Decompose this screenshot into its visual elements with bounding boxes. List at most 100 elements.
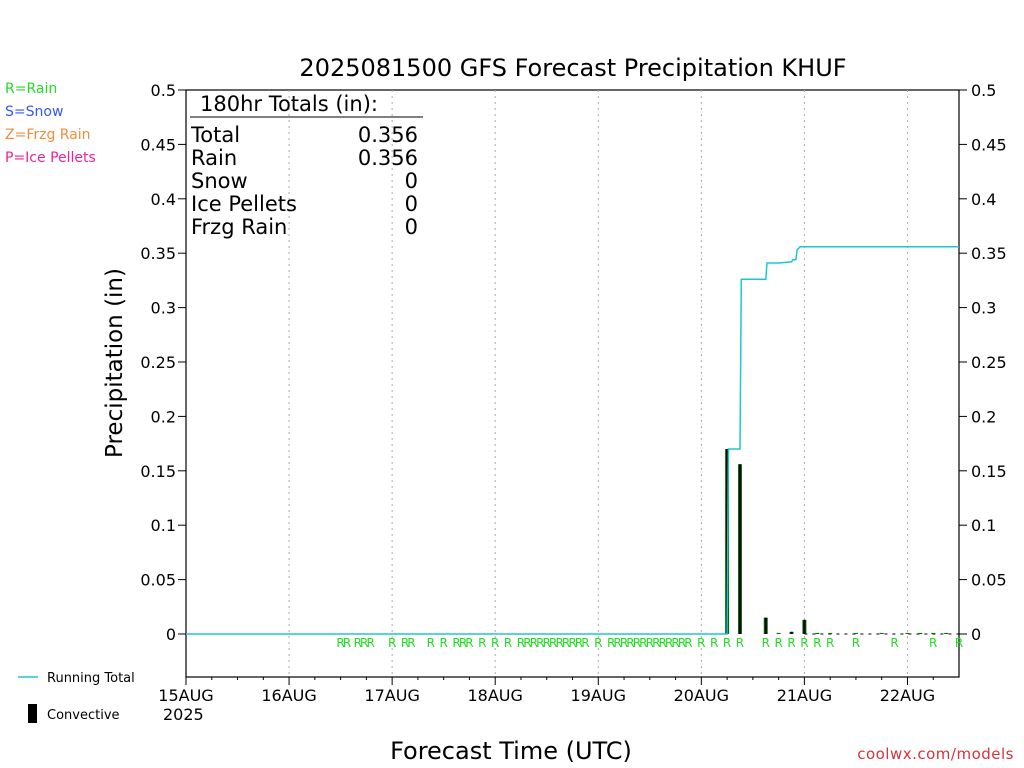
ptype-marker-rain: R xyxy=(536,636,544,650)
totals-row-value: 0 xyxy=(405,192,418,216)
ptype-marker-rain: R xyxy=(955,636,963,650)
ptype-marker-rain: R xyxy=(530,636,538,650)
ptype-marker-rain: R xyxy=(646,636,654,650)
y-tick-label-right: 0.05 xyxy=(971,571,1007,590)
x-tick-label: 21AUG xyxy=(777,686,832,705)
ptype-marker-rain: R xyxy=(562,636,570,650)
precip-bar xyxy=(815,632,820,634)
ptype-marker-rain: R xyxy=(452,636,460,650)
totals-row-label: Ice Pellets xyxy=(191,192,297,216)
y-tick-label-left: 0.45 xyxy=(140,135,176,154)
ptype-marker-rain: R xyxy=(613,636,621,650)
ptype-marker-rain: R xyxy=(723,636,731,650)
ptype-marker-rain: R xyxy=(684,636,692,650)
y-tick-label-left: 0.15 xyxy=(140,462,176,481)
ptype-marker-rain: R xyxy=(852,636,860,650)
ptype-marker-rain: R xyxy=(607,636,615,650)
x-tick-label: 17AUG xyxy=(364,686,419,705)
precip-bar xyxy=(776,632,781,634)
running-total-legend-label: Running Total xyxy=(47,671,135,686)
convective-bar xyxy=(764,617,767,634)
x-tick-label: 19AUG xyxy=(571,686,626,705)
ptype-marker-rain: R xyxy=(774,636,782,650)
y-tick-label-right: 0.45 xyxy=(971,135,1007,154)
convective-bar xyxy=(738,464,741,634)
precip-bar xyxy=(853,632,858,634)
y-axis-left: 0 0.05 0.1 0.15 0.2 0.25 0.3 0.35 0.4 0.45 0.5 xyxy=(140,81,186,644)
ptype-marker-rain: R xyxy=(439,636,447,650)
totals-row-label: Frzg Rain xyxy=(191,215,287,239)
ptype-marker-rain: R xyxy=(671,636,679,650)
ptype-marker-rain: R xyxy=(354,636,362,650)
y-tick-label-right: 0.4 xyxy=(971,190,996,209)
y-tick-label-left: 0.4 xyxy=(151,190,176,209)
y-tick-label-left: 0.25 xyxy=(140,353,176,372)
convective-bar xyxy=(803,619,806,634)
ptype-marker-rain: R xyxy=(678,636,686,650)
totals-row-label: Total xyxy=(190,123,240,147)
precip-bar xyxy=(918,632,923,634)
ptype-marker-rain: R xyxy=(665,636,673,650)
chart-title: 2025081500 GFS Forecast Precipitation KH… xyxy=(299,54,846,82)
x-tick-label: 16AUG xyxy=(261,686,316,705)
site-credit: coolwx.com/models xyxy=(857,745,1014,763)
y-tick-label-left: 0.05 xyxy=(140,571,176,590)
ptype-marker-rain: R xyxy=(478,636,486,650)
ptype-marker-rain: R xyxy=(491,636,499,650)
y-tick-label-left: 0.3 xyxy=(151,299,176,318)
totals-box: 180hr Totals (in): Total 0.356 Rain 0.356 Sn… xyxy=(190,92,423,239)
y-tick-label-left: 0.35 xyxy=(140,244,176,263)
ptype-legend-frzg-rain: Z=Frzg Rain xyxy=(5,127,91,143)
y-axis-label: Precipitation (in) xyxy=(102,268,128,458)
ptype-marker-rain: R xyxy=(626,636,634,650)
ptype-marker-rain: R xyxy=(710,636,718,650)
y-tick-label-right: 0.25 xyxy=(971,353,1007,372)
y-tick-label-right: 0.3 xyxy=(971,299,996,318)
ptype-marker-rain: R xyxy=(620,636,628,650)
ptype-marker-rain: R xyxy=(826,636,834,650)
ptype-marker-rain: R xyxy=(459,636,467,650)
totals-row-label: Rain xyxy=(191,146,237,170)
y-tick-label-left: 0.2 xyxy=(151,407,176,426)
ptype-marker-rain: R xyxy=(594,636,602,650)
totals-header: 180hr Totals (in): xyxy=(200,92,378,116)
ptype-marker-rain: R xyxy=(336,636,344,650)
ptype-marker-rain: R xyxy=(813,636,821,650)
ptype-marker-rain: R xyxy=(343,636,351,650)
x-axis-label: Forecast Time (UTC) xyxy=(390,737,632,765)
ptype-marker-rain: R xyxy=(697,636,705,650)
totals-row-value: 0 xyxy=(405,215,418,239)
precip-bar xyxy=(944,632,949,634)
y-tick-label-right: 0.5 xyxy=(971,81,996,100)
x-tick-label: 20AUG xyxy=(674,686,729,705)
y-tick-label-left: 0 xyxy=(166,625,176,644)
running-total-polyline xyxy=(186,245,959,635)
ptype-marker-rain: R xyxy=(555,636,563,650)
ptype-marker-rain: R xyxy=(407,636,415,650)
y-tick-label-right: 0.15 xyxy=(971,462,1007,481)
ptype-legend-rain: R=Rain xyxy=(5,81,58,97)
ptype-marker-rain: R xyxy=(581,636,589,650)
ptype-marker-rain: R xyxy=(633,636,641,650)
plot-frame xyxy=(185,89,960,678)
totals-row-value: 0.356 xyxy=(358,123,418,147)
ptype-legend-ice-pellets: P=Ice Pellets xyxy=(5,150,96,166)
ptype-marker-rain: R xyxy=(890,636,898,650)
ptype-legend-snow: S=Snow xyxy=(5,104,64,120)
ptype-marker-rain: R xyxy=(575,636,583,650)
ptype-marker-rain: R xyxy=(568,636,576,650)
y-tick-label-left: 0.1 xyxy=(151,516,176,535)
ptype-marker-rain: R xyxy=(388,636,396,650)
precip-bars xyxy=(725,449,949,634)
ptype-marker-rain: R xyxy=(787,636,795,650)
ptype-marker-rain: R xyxy=(639,636,647,650)
totals-row-value: 0.356 xyxy=(358,146,418,170)
ptype-marker-rain: R xyxy=(465,636,473,650)
totals-row-label: Snow xyxy=(191,169,248,193)
y-tick-label-right: 0.35 xyxy=(971,244,1007,263)
convective-swatch xyxy=(28,704,37,723)
year-label: 2025 xyxy=(163,705,204,724)
vertical-grid xyxy=(288,90,908,677)
